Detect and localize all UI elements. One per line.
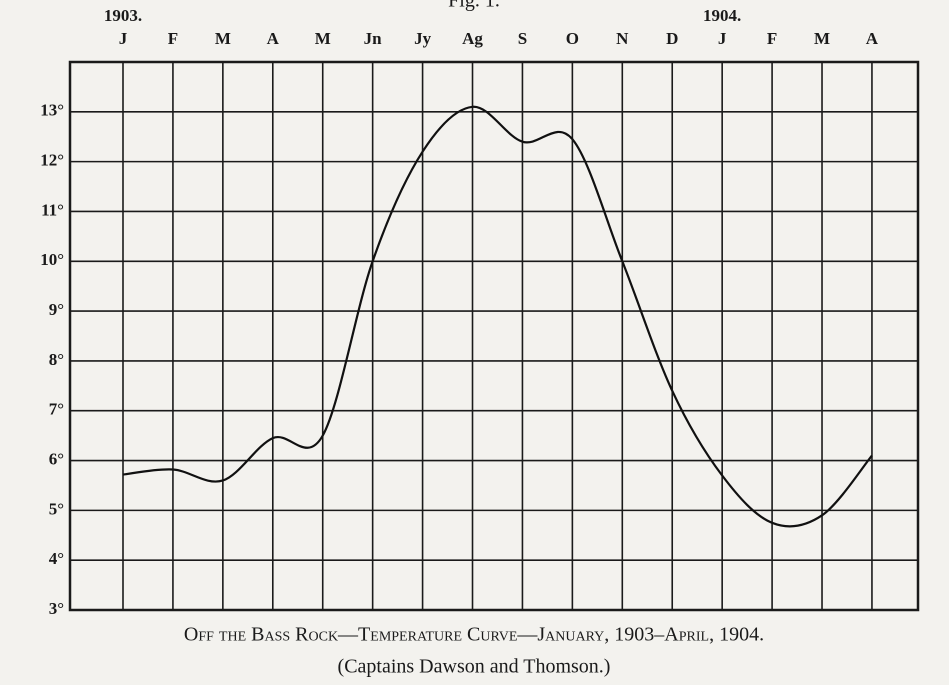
y-tick-label: 5° bbox=[49, 499, 64, 518]
x-tick-label: S bbox=[518, 29, 527, 48]
x-tick-label: M bbox=[315, 29, 331, 48]
x-tick-label: D bbox=[666, 29, 678, 48]
x-tick-label: J bbox=[119, 29, 128, 48]
x-tick-label: O bbox=[566, 29, 579, 48]
year-label: 1903. bbox=[104, 6, 142, 25]
y-tick-label: 11° bbox=[41, 200, 64, 219]
temperature-curve bbox=[122, 105, 873, 528]
figure-label: Fig. 1. bbox=[448, 0, 500, 12]
x-tick-label: M bbox=[215, 29, 231, 48]
x-tick-label: F bbox=[767, 29, 777, 48]
chart-title: Off the Bass Rock—Temperature Curve—Janu… bbox=[184, 624, 764, 646]
plot-frame bbox=[68, 60, 920, 612]
x-tick-label: Jn bbox=[364, 29, 383, 48]
y-tick-label: 12° bbox=[40, 151, 64, 170]
x-tick-label: N bbox=[616, 29, 629, 48]
x-tick-label: A bbox=[267, 29, 280, 48]
year-label: 1904. bbox=[703, 6, 741, 25]
y-tick-label: 6° bbox=[49, 449, 64, 468]
y-tick-label: 3° bbox=[49, 599, 64, 618]
x-tick-label: A bbox=[866, 29, 879, 48]
y-tick-label: 4° bbox=[49, 549, 64, 568]
x-tick-label: M bbox=[814, 29, 830, 48]
y-tick-label: 10° bbox=[40, 250, 64, 269]
y-tick-label: 8° bbox=[49, 350, 64, 369]
x-tick-label: J bbox=[718, 29, 727, 48]
y-tick-label: 9° bbox=[49, 300, 64, 319]
x-tick-label: Ag bbox=[462, 29, 483, 48]
chart-subtitle: (Captains Dawson and Thomson.) bbox=[338, 656, 611, 678]
x-tick-label: Jy bbox=[414, 29, 432, 48]
y-tick-label: 7° bbox=[49, 400, 64, 419]
y-tick-label: 13° bbox=[40, 101, 64, 120]
x-tick-label: F bbox=[168, 29, 178, 48]
